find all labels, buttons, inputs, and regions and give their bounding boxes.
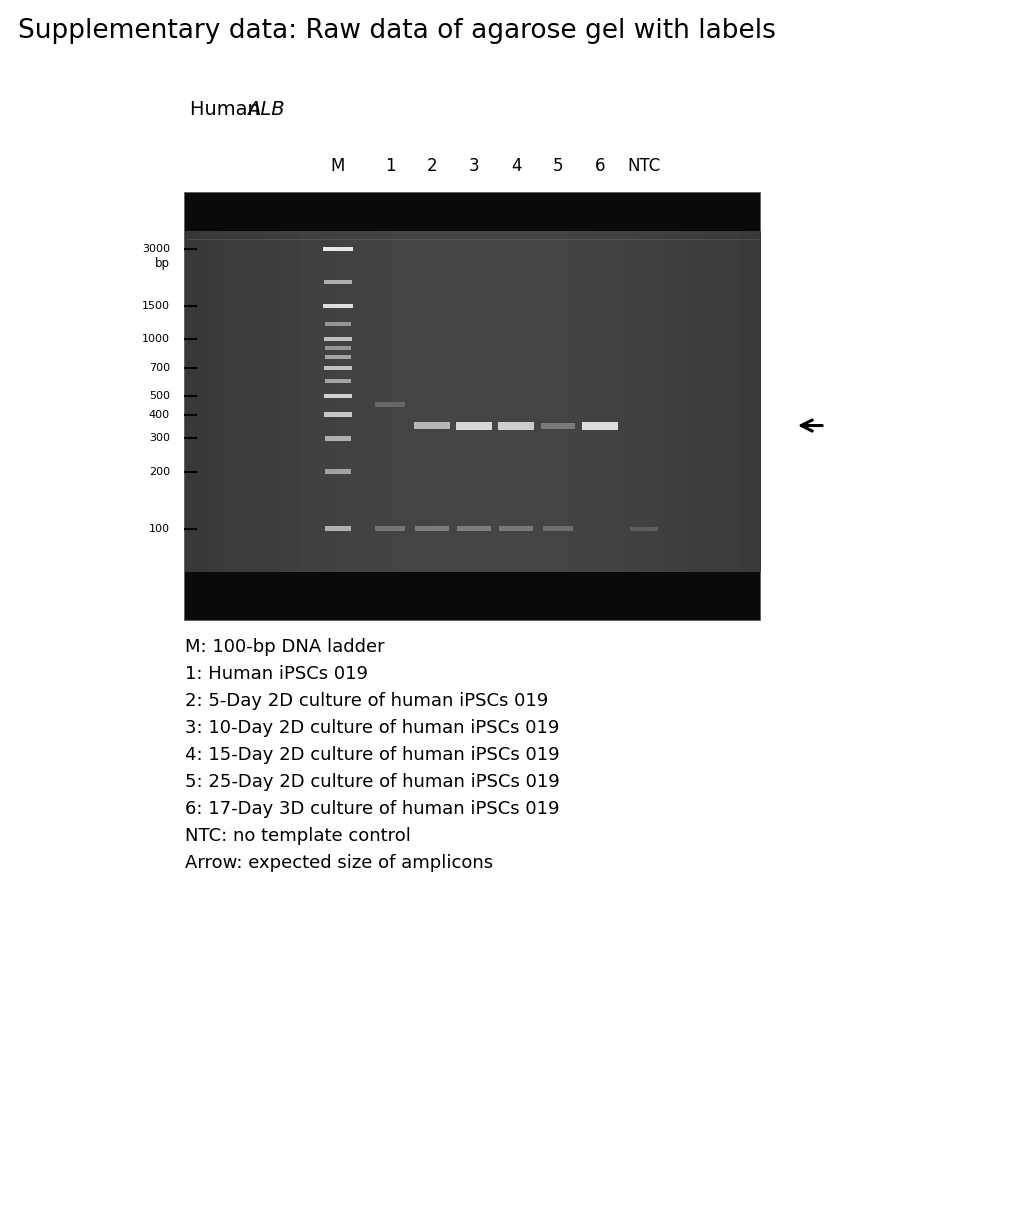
Bar — [415, 231, 435, 572]
Bar — [702, 231, 723, 572]
Bar — [530, 231, 550, 572]
Bar — [683, 231, 703, 572]
Bar — [262, 231, 282, 572]
Bar — [323, 247, 353, 250]
Text: NTC: no template control: NTC: no template control — [185, 827, 411, 845]
Bar — [324, 366, 352, 371]
Text: 200: 200 — [148, 467, 170, 477]
Text: 300: 300 — [150, 433, 170, 443]
Text: Human: Human — [190, 100, 266, 119]
Bar — [541, 422, 575, 428]
Bar — [588, 231, 607, 572]
Bar — [740, 231, 761, 572]
Bar — [325, 527, 351, 531]
Bar — [338, 231, 358, 572]
Text: Arrow: expected size of amplicons: Arrow: expected size of amplicons — [185, 854, 494, 872]
Text: M: 100-bp DNA ladder: M: 100-bp DNA ladder — [185, 638, 385, 655]
Bar — [606, 231, 627, 572]
Bar — [185, 231, 205, 572]
Bar — [630, 527, 658, 530]
Bar — [396, 231, 416, 572]
Bar — [626, 231, 646, 572]
Bar — [414, 422, 450, 429]
Bar — [223, 231, 244, 572]
Bar — [324, 412, 352, 417]
Bar — [185, 193, 760, 620]
Bar — [415, 527, 449, 531]
Bar — [568, 231, 589, 572]
Bar — [457, 527, 490, 531]
Bar — [456, 422, 492, 429]
Bar — [549, 231, 569, 572]
Bar — [325, 469, 351, 474]
Text: 5: 5 — [553, 157, 563, 175]
Bar — [204, 231, 224, 572]
Bar — [472, 231, 493, 572]
Text: 1: Human iPSCs 019: 1: Human iPSCs 019 — [185, 665, 368, 683]
Text: 1000: 1000 — [142, 334, 170, 344]
Bar — [543, 527, 573, 531]
Text: 700: 700 — [148, 364, 170, 373]
Bar — [722, 231, 741, 572]
Bar — [185, 572, 760, 620]
Bar — [300, 231, 321, 572]
Bar — [499, 527, 534, 531]
Bar — [324, 394, 352, 398]
Bar — [319, 231, 339, 572]
Bar — [325, 379, 351, 383]
Bar — [243, 231, 263, 572]
Bar — [665, 231, 684, 572]
Text: 4: 4 — [511, 157, 521, 175]
Text: M: M — [331, 157, 345, 175]
Text: 3: 3 — [469, 157, 479, 175]
Text: 4: 15-Day 2D culture of human iPSCs 019: 4: 15-Day 2D culture of human iPSCs 019 — [185, 745, 560, 764]
Text: NTC: NTC — [628, 157, 660, 175]
Bar — [325, 345, 351, 350]
Text: 100: 100 — [150, 524, 170, 534]
Text: 500: 500 — [150, 392, 170, 401]
Text: 1: 1 — [385, 157, 395, 175]
Bar — [323, 304, 353, 308]
Bar — [377, 231, 397, 572]
Text: 3000: 3000 — [142, 243, 170, 254]
Bar — [325, 355, 351, 360]
Text: bp: bp — [155, 257, 170, 270]
Bar — [375, 402, 406, 407]
Bar — [325, 435, 351, 440]
Text: 5: 25-Day 2D culture of human iPSCs 019: 5: 25-Day 2D culture of human iPSCs 019 — [185, 773, 560, 790]
Text: 2: 5-Day 2D culture of human iPSCs 019: 2: 5-Day 2D culture of human iPSCs 019 — [185, 692, 548, 710]
Bar — [281, 231, 301, 572]
Bar — [185, 193, 760, 231]
Text: 2: 2 — [427, 157, 437, 175]
Text: ALB: ALB — [247, 100, 285, 119]
Text: Supplementary data: Raw data of agarose gel with labels: Supplementary data: Raw data of agarose … — [18, 18, 776, 44]
Bar — [498, 422, 534, 429]
Bar — [454, 231, 473, 572]
Bar — [357, 231, 378, 572]
Bar — [582, 422, 618, 429]
Text: 1500: 1500 — [142, 300, 170, 311]
Bar — [324, 280, 352, 285]
Bar — [492, 231, 512, 572]
Bar — [511, 231, 531, 572]
Bar — [434, 231, 455, 572]
Text: 400: 400 — [148, 410, 170, 420]
Text: 6: 17-Day 3D culture of human iPSCs 019: 6: 17-Day 3D culture of human iPSCs 019 — [185, 800, 559, 818]
Bar — [375, 527, 406, 531]
Bar — [645, 231, 666, 572]
Text: 3: 10-Day 2D culture of human iPSCs 019: 3: 10-Day 2D culture of human iPSCs 019 — [185, 719, 559, 737]
Bar — [325, 322, 351, 326]
Bar — [324, 337, 352, 342]
Text: 6: 6 — [595, 157, 605, 175]
